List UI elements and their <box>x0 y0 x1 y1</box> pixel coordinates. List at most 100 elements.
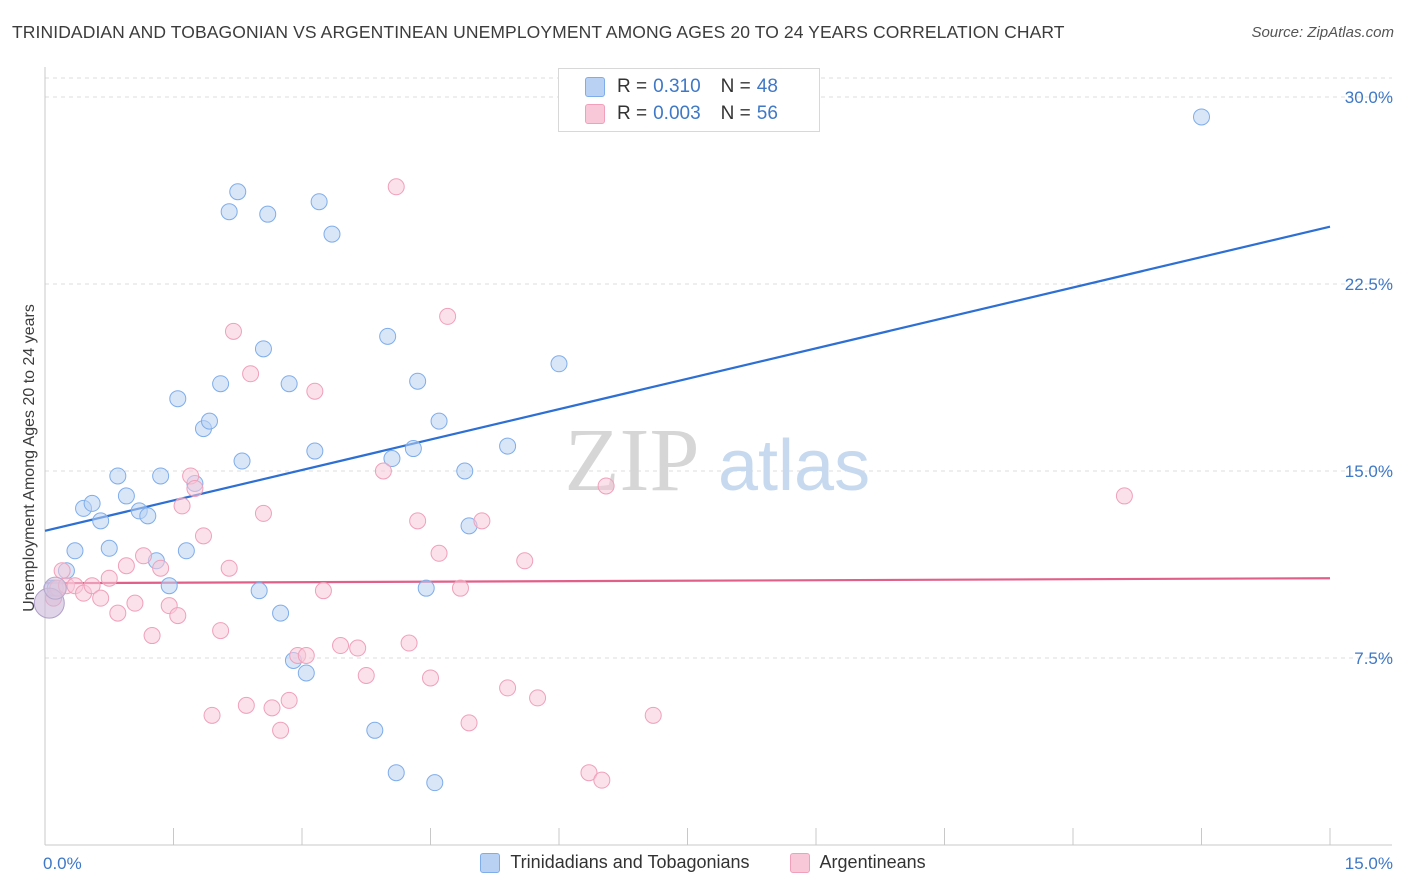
legend-n-label: N = <box>720 76 751 97</box>
point-trinidadian <box>220 203 238 221</box>
series-legend-trinidadian[interactable]: Trinidadians and Tobagonians <box>480 852 750 873</box>
tick-labels: 7.5% 15.0% 22.5% 30.0% 0.0% 15.0% <box>43 88 1393 873</box>
point-argentinean <box>593 771 611 789</box>
point-argentinean <box>357 666 375 684</box>
point-trinidadian <box>550 355 568 373</box>
axes <box>44 67 1392 846</box>
point-argentinean <box>242 365 260 383</box>
point-argentinean <box>203 706 221 724</box>
point-argentinean <box>529 689 547 707</box>
series-swatch-pink <box>789 852 810 873</box>
point-argentinean <box>597 477 615 495</box>
legend-r-value: 0.003 <box>653 103 701 124</box>
point-argentinean <box>516 552 534 570</box>
point-trinidadian <box>323 225 341 243</box>
watermark-atlas: atlas <box>718 426 870 506</box>
point-trinidadian <box>117 487 135 505</box>
y-tick-label: 15.0% <box>1345 462 1393 481</box>
legend-row-trinidadian: R = 0.310 N = 48 <box>585 75 778 99</box>
legend-swatch-pink <box>585 104 605 124</box>
point-trinidadian <box>430 412 448 430</box>
point-trinidadian <box>387 764 405 782</box>
point-trinidadian <box>169 390 187 408</box>
point-cluster <box>43 576 67 600</box>
point-trinidadian <box>109 467 127 485</box>
point-argentinean <box>237 696 255 714</box>
y-tick-label: 30.0% <box>1345 88 1393 107</box>
series-legend-argentinean[interactable]: Argentineans <box>789 852 926 873</box>
y-tick-label: 7.5% <box>1354 649 1393 668</box>
point-trinidadian <box>409 372 427 390</box>
point-argentinean <box>254 504 272 522</box>
data-points <box>33 108 1210 792</box>
x-tick-label-min: 0.0% <box>43 854 82 873</box>
point-argentinean <box>430 544 448 562</box>
point-argentinean <box>186 479 204 497</box>
point-trinidadian <box>66 542 84 560</box>
point-trinidadian <box>250 582 268 600</box>
x-tick-label-max: 15.0% <box>1345 854 1393 873</box>
point-argentinean <box>100 569 118 587</box>
point-trinidadian <box>456 462 474 480</box>
legend-r-label: R = <box>617 76 648 97</box>
point-argentinean <box>220 559 238 577</box>
point-argentinean <box>117 557 135 575</box>
chart-title: TRINIDADIAN AND TOBAGONIAN VS ARGENTINEA… <box>12 22 1065 42</box>
legend-r-value: 0.310 <box>653 76 701 97</box>
point-argentinean <box>473 512 491 530</box>
point-argentinean <box>580 764 598 782</box>
point-trinidadian <box>229 183 247 201</box>
point-trinidadian <box>280 375 298 393</box>
point-trinidadian <box>272 604 290 622</box>
point-argentinean <box>92 589 110 607</box>
point-argentinean <box>169 607 187 625</box>
point-trinidadian <box>379 327 397 345</box>
legend-swatch-blue <box>585 77 605 97</box>
point-trinidadian <box>499 437 517 455</box>
point-argentinean <box>173 497 191 515</box>
legend-r-label: R = <box>617 103 648 124</box>
watermark-zip: ZIP <box>565 411 700 510</box>
point-argentinean <box>644 706 662 724</box>
point-argentinean <box>152 559 170 577</box>
point-trinidadian <box>160 577 178 595</box>
legend-n-value: 48 <box>756 76 778 97</box>
point-trinidadian <box>259 205 277 223</box>
point-argentinean <box>1115 487 1133 505</box>
point-argentinean <box>374 462 392 480</box>
point-trinidadian <box>297 664 315 682</box>
point-trinidadian <box>417 579 435 597</box>
point-argentinean <box>400 634 418 652</box>
point-argentinean <box>212 622 230 640</box>
watermark: ZIP atlas <box>565 411 871 510</box>
source-credit[interactable]: Source: ZipAtlas.com <box>1251 24 1394 41</box>
point-argentinean <box>451 579 469 597</box>
point-argentinean <box>143 627 161 645</box>
point-trinidadian <box>100 539 118 557</box>
series-label: Argentineans <box>819 852 926 872</box>
point-argentinean <box>263 699 281 717</box>
point-argentinean <box>272 721 290 739</box>
point-argentinean <box>83 577 101 595</box>
point-trinidadian <box>383 450 401 468</box>
series-label: Trinidadians and Tobagonians <box>510 852 750 872</box>
point-argentinean <box>297 647 315 665</box>
series-swatch-blue <box>480 852 501 873</box>
point-argentinean <box>306 382 324 400</box>
point-trinidadian <box>177 542 195 560</box>
point-trinidadian <box>212 375 230 393</box>
series-legend: Trinidadians and Tobagonians Argentinean… <box>0 852 1406 873</box>
point-trinidadian <box>306 442 324 460</box>
point-argentinean <box>126 594 144 612</box>
point-trinidadian <box>233 452 251 470</box>
point-argentinean <box>135 547 153 565</box>
y-tick-label: 22.5% <box>1345 275 1393 294</box>
point-argentinean <box>224 322 242 340</box>
point-trinidadian <box>1193 108 1210 126</box>
trend-line-argentinean <box>44 577 1331 585</box>
point-argentinean <box>280 691 298 709</box>
point-trinidadian <box>254 340 272 358</box>
point-argentinean <box>194 527 212 545</box>
legend-row-argentinean: R = 0.003 N = 56 <box>585 102 778 126</box>
